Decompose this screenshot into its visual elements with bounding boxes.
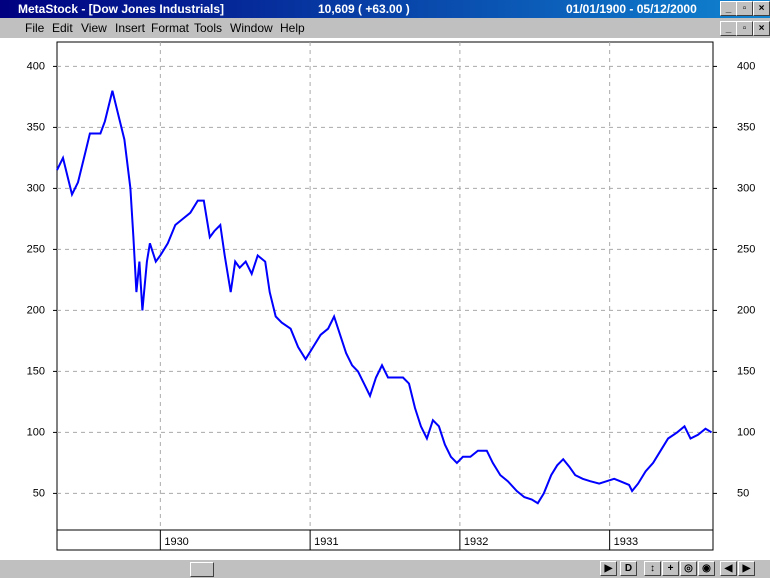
- close-button[interactable]: ×: [753, 1, 770, 16]
- tool-button[interactable]: ◀: [720, 561, 737, 576]
- y-tick-label: 250: [27, 243, 45, 255]
- y-tick-label: 300: [737, 182, 755, 194]
- menu-item[interactable]: Format: [151, 21, 190, 35]
- y-tick-label: 150: [737, 365, 755, 377]
- scroll-bar: ▶ D ↕ + ◎ ◉ ◀ ▶: [0, 560, 770, 578]
- tool-button[interactable]: +: [662, 561, 679, 576]
- menu-item[interactable]: Window: [230, 21, 273, 35]
- y-tick-label: 50: [737, 487, 749, 499]
- tool-button[interactable]: ◉: [698, 561, 715, 576]
- y-tick-label: 300: [27, 182, 45, 194]
- y-tick-label: 400: [737, 60, 755, 72]
- child-close[interactable]: ×: [753, 21, 770, 36]
- minimize-button[interactable]: _: [720, 1, 737, 16]
- child-minimize[interactable]: _: [720, 21, 737, 36]
- restore-button[interactable]: ▫: [736, 1, 753, 16]
- menu-bar: File Edit View Insert Format Tools Windo…: [0, 18, 770, 38]
- tool-button[interactable]: ↕: [644, 561, 661, 576]
- y-tick-label: 100: [27, 426, 45, 438]
- tool-button[interactable]: D: [620, 561, 637, 576]
- menu-item[interactable]: Insert: [115, 21, 146, 35]
- tool-button[interactable]: ▶: [738, 561, 755, 576]
- date-range: 01/01/1900 - 05/12/2000: [566, 2, 697, 16]
- x-tick-label: 1932: [464, 536, 488, 548]
- menu-item[interactable]: File: [25, 21, 45, 35]
- y-tick-label: 150: [27, 365, 45, 377]
- y-tick-label: 350: [737, 121, 755, 133]
- title-bar: MetaStock - [Dow Jones Industrials] 10,6…: [0, 0, 770, 18]
- scroll-thumb[interactable]: [190, 562, 214, 577]
- tool-button[interactable]: ◎: [680, 561, 697, 576]
- y-tick-label: 200: [737, 304, 755, 316]
- child-restore[interactable]: ▫: [736, 21, 753, 36]
- plot-frame: [56, 41, 714, 531]
- x-tick-label: 1931: [314, 536, 338, 548]
- window-title: MetaStock - [Dow Jones Industrials]: [18, 2, 225, 16]
- x-axis-strip: [56, 529, 714, 551]
- y-tick-label: 400: [27, 60, 45, 72]
- chart: 50 50 100 100 150 150 200 200 250 250 300 300 350 350…: [0, 38, 770, 560]
- menu-item[interactable]: Help: [280, 21, 305, 35]
- y-tick-label: 200: [27, 304, 45, 316]
- menu-item[interactable]: Tools: [194, 21, 223, 35]
- y-tick-label: 250: [737, 243, 755, 255]
- x-tick-label: 1933: [614, 536, 638, 548]
- y-tick-label: 50: [33, 487, 45, 499]
- x-tick-label: 1930: [164, 536, 188, 548]
- quote: 10,609 ( +63.00 ): [318, 2, 410, 16]
- price-line: [56, 90, 713, 505]
- y-tick-label: 100: [737, 426, 755, 438]
- tool-button[interactable]: ▶: [600, 561, 617, 576]
- chart-window: 50 50 100 100 150 150 200 200 250 250 300 300 350 350…: [0, 38, 770, 565]
- y-tick-label: 350: [27, 121, 45, 133]
- menu-item[interactable]: View: [81, 21, 107, 35]
- menu-item[interactable]: Edit: [52, 21, 73, 35]
